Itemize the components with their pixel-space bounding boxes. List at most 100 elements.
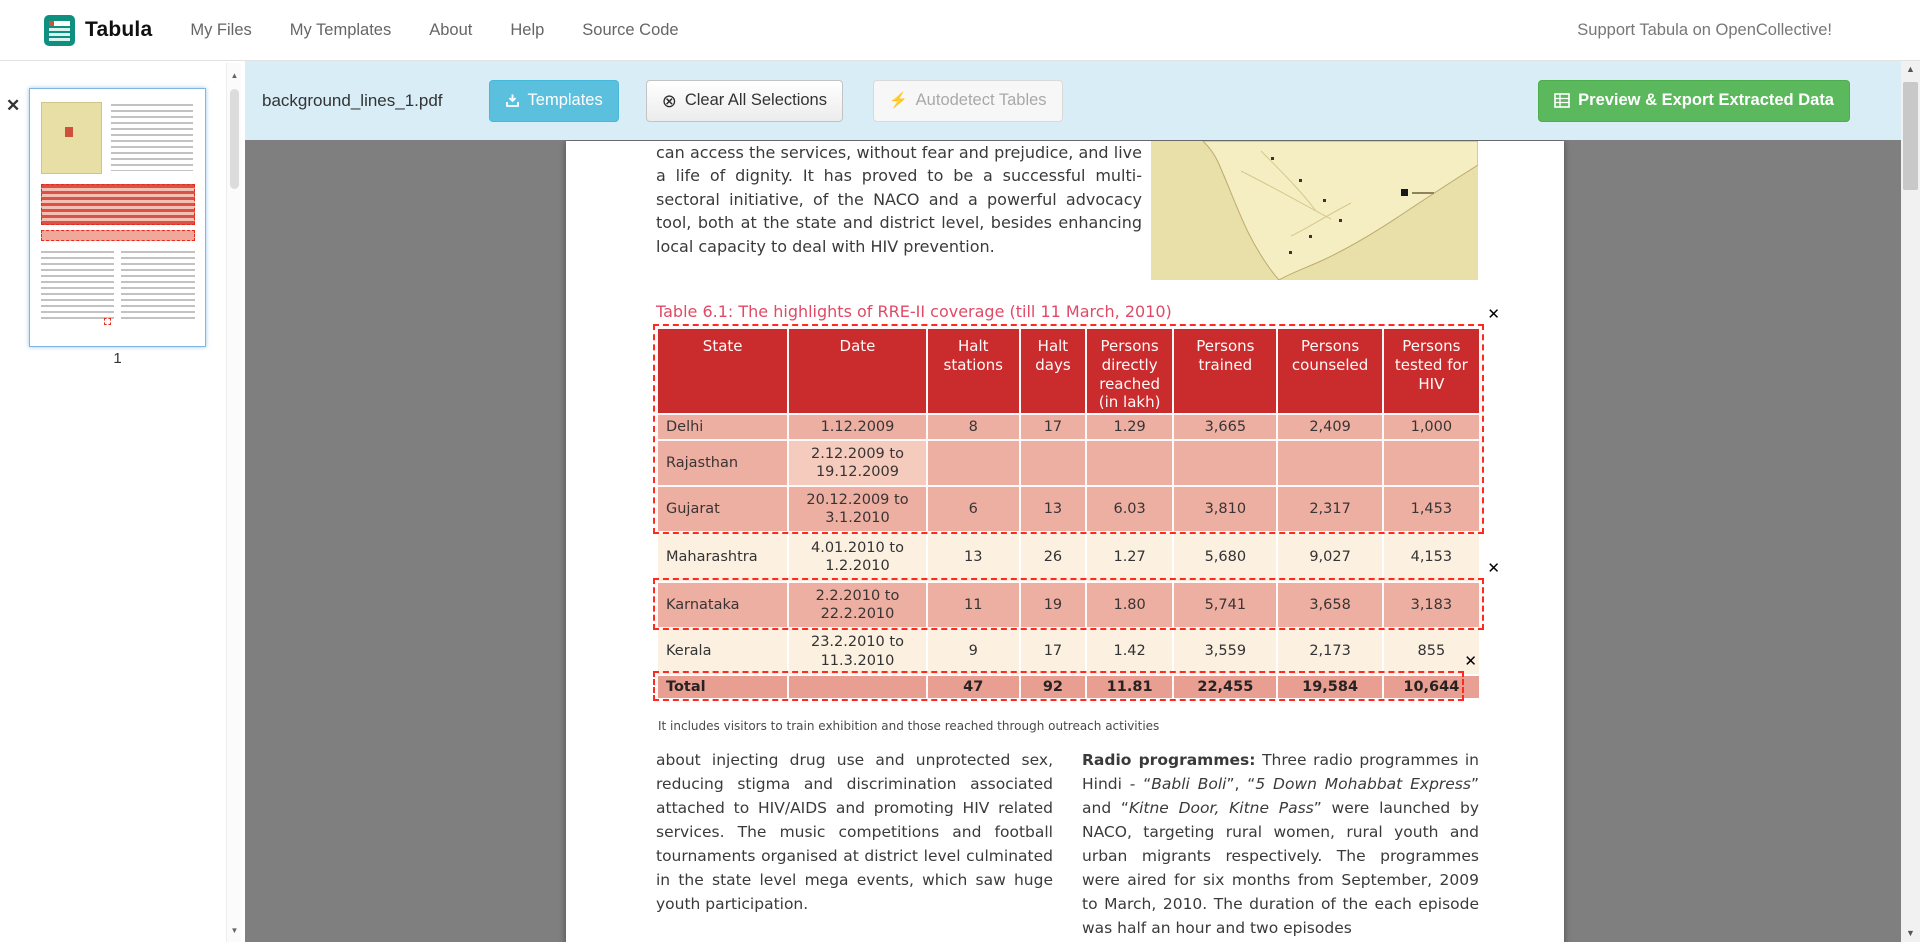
- table-cell: 3,658: [1276, 581, 1384, 629]
- table-cell: 20.12.2009 to 3.1.2010: [787, 485, 928, 533]
- table-footnote: It includes visitors to train exhibition…: [658, 719, 1160, 733]
- table-row: Delhi 1.12.2009 8 17 1.29 3,665 2,409 1,000: [655, 413, 1482, 441]
- table-cell: 1.12.2009: [787, 413, 928, 441]
- pdf-intro-paragraph: can access the services, without fear an…: [656, 143, 1142, 256]
- brand-title: Tabula: [85, 18, 153, 41]
- data-table: State Date Halt stations Halt days Persons d…: [655, 327, 1482, 700]
- table-cell: 1,453: [1381, 485, 1482, 533]
- remove-selection-icon[interactable]: ✕: [1464, 652, 1477, 670]
- table-column-header: Persons tested for HIV: [1381, 327, 1482, 415]
- thumbnail-text-block: [110, 104, 193, 172]
- table-cell: Gujarat: [655, 485, 790, 533]
- thumbnail-text-block: [40, 250, 114, 323]
- table-selection-2[interactable]: ✕: [653, 561, 1500, 630]
- templates-button[interactable]: Templates: [488, 79, 619, 122]
- left-column-paragraph: about injecting drug use and unprotected…: [656, 751, 1053, 913]
- table-column-header: Persons trained: [1172, 327, 1279, 415]
- preview-export-button[interactable]: Preview & Export Extracted Data: [1538, 79, 1850, 122]
- table-cell: Total: [655, 674, 790, 700]
- close-page-icon[interactable]: ✕: [6, 96, 21, 115]
- table-cell: 26: [1018, 531, 1088, 583]
- table-cell: [787, 674, 928, 700]
- paragraph-segment: ” were launched by NACO, targeting rural…: [1082, 799, 1479, 937]
- nav-item-about[interactable]: About: [429, 20, 473, 39]
- table-cell: 2,409: [1276, 413, 1384, 441]
- table-cell: 8: [925, 413, 1021, 441]
- table-selection-3[interactable]: ✕: [653, 654, 1477, 701]
- table-cell: Rajasthan: [655, 439, 790, 487]
- brand[interactable]: Tabula: [43, 14, 152, 47]
- table-column-header: Halt days: [1018, 327, 1088, 415]
- table-cell: 2,173: [1276, 627, 1384, 676]
- right-column-paragraph: Radio programmes: Three radio programmes…: [1082, 748, 1479, 940]
- table-cell: 4.01.2010 to 1.2.2010: [787, 531, 928, 583]
- table-cell: 17: [1018, 413, 1088, 441]
- sidebar-scrollbar-thumb[interactable]: [230, 89, 239, 189]
- table-cell: [1172, 439, 1279, 487]
- export-button-label: Preview & Export Extracted Data: [1578, 91, 1834, 109]
- autodetect-tables-button[interactable]: ⚡ Autodetect Tables: [872, 79, 1063, 122]
- table-cell: 23.2.2010 to 11.3.2010: [787, 627, 928, 676]
- table-cell: Karnataka: [655, 581, 790, 629]
- paragraph-segment: Kitne Door, Kitne Pass: [1128, 799, 1314, 817]
- table-cell: 2.12.2009 to 19.12.2009: [787, 439, 928, 487]
- scroll-up-icon[interactable]: ▲: [1906, 64, 1915, 74]
- table-cell: Maharashtra: [655, 531, 790, 583]
- table-column-header: Persons directly reached (in lakh): [1085, 327, 1175, 415]
- table-cell: 1.42: [1085, 627, 1175, 676]
- nav-item-my-files[interactable]: My Files: [190, 20, 252, 39]
- thumbnail-selection-strip: [40, 230, 195, 241]
- table-row: Gujarat 20.12.2009 to 3.1.2010 6 13 6.03 3,81…: [655, 485, 1482, 533]
- scrollbar-thumb[interactable]: [1903, 82, 1918, 190]
- paragraph-segment: ”, “: [1226, 775, 1256, 793]
- india-map: [1151, 141, 1478, 280]
- scroll-down-icon[interactable]: ▼: [1906, 928, 1915, 938]
- table-selection-1[interactable]: ✕: [653, 307, 1500, 534]
- table-cell: 19: [1018, 581, 1088, 629]
- table-row: Karnataka 2.2.2010 to 22.2.2010 11 19 1.80 5,…: [655, 581, 1482, 629]
- paragraph-segment: ” and “: [1082, 775, 1479, 817]
- sidebar-scrollbar[interactable]: ▲ ▼: [226, 63, 241, 942]
- table-cell: 11: [925, 581, 1021, 629]
- vertical-scrollbar[interactable]: ▲ ▼: [1901, 61, 1920, 942]
- table-cell: 1.80: [1085, 581, 1175, 629]
- nav-item-my-templates[interactable]: My Templates: [289, 20, 392, 39]
- table-cell: [1276, 439, 1384, 487]
- table-cell: [925, 439, 1021, 487]
- remove-selection-icon[interactable]: ✕: [1487, 559, 1500, 577]
- thumbnail-text-block: [121, 250, 195, 323]
- table-cell: 3,665: [1172, 413, 1279, 441]
- table-cell: 4,153: [1381, 531, 1482, 583]
- table-cell: 3,810: [1172, 485, 1279, 533]
- table-cell: 13: [925, 531, 1021, 583]
- thumbnail-table-selection: [40, 184, 195, 226]
- table-caption: Table 6.1: The highlights of RRE-II cove…: [656, 302, 1172, 321]
- nav-item-help[interactable]: Help: [510, 20, 545, 39]
- table-cell: 47: [925, 674, 1021, 700]
- table-row: Maharashtra 4.01.2010 to 1.2.2010 13 26 1.27…: [655, 531, 1482, 583]
- pdf-page[interactable]: can access the services, without fear an…: [566, 141, 1564, 942]
- toolbar: background_lines_1.pdf Templates ⊗ Clear…: [245, 61, 1901, 140]
- table-cell: 13: [1018, 485, 1088, 533]
- remove-selection-icon[interactable]: ✕: [1487, 305, 1500, 323]
- table-cell: Kerala: [655, 627, 790, 676]
- clear-all-selections-button[interactable]: ⊗ Clear All Selections: [645, 79, 843, 122]
- templates-button-label: Templates: [527, 91, 603, 109]
- page-thumbnail[interactable]: [29, 88, 206, 347]
- page-number-label: 1: [113, 350, 122, 367]
- table-cell: 1.27: [1085, 531, 1175, 583]
- scroll-down-icon[interactable]: ▼: [230, 926, 239, 935]
- table-cell: 1.29: [1085, 413, 1175, 441]
- table-cell: 855: [1381, 627, 1482, 676]
- paragraph-segment: Babli Boli: [1151, 775, 1227, 793]
- nav-item-source-code[interactable]: Source Code: [582, 20, 679, 39]
- table-cell: 2,317: [1276, 485, 1384, 533]
- lightning-icon: ⚡: [888, 92, 908, 109]
- table-cell: 22,455: [1172, 674, 1279, 700]
- scroll-up-icon[interactable]: ▲: [230, 71, 239, 80]
- support-opencollective-link[interactable]: Support Tabula on OpenCollective!: [1577, 20, 1832, 39]
- table-column-header: Date: [787, 327, 928, 415]
- table-cell: 2.2.2010 to 22.2.2010: [787, 581, 928, 629]
- table-cell: 6: [925, 485, 1021, 533]
- paragraph-segment: Radio programmes:: [1082, 751, 1256, 769]
